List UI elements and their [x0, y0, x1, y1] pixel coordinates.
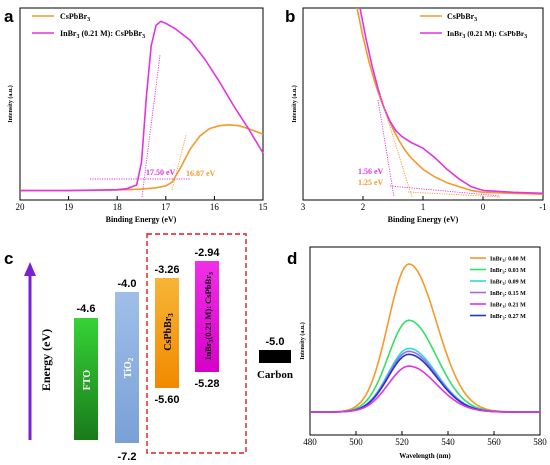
fto-label: FTO [82, 370, 93, 391]
panel-a-legend: CsPbBr3 InBr3 (0.21 M): CsPbBr3 [32, 12, 145, 40]
panel-b-tick-label: 3 [301, 202, 306, 212]
panel-d-legend-label: InBr3: 0.09 M [490, 280, 526, 287]
panel-a-tick-label: 17 [161, 202, 171, 212]
panel-d-series-2-line [310, 319, 540, 413]
panel-d-tick-label: 500 [349, 437, 363, 447]
cspbbr3-bottom-level: -5.60 [154, 394, 179, 406]
panel-d-series-6-line [310, 353, 540, 413]
panel-b-label: b [285, 7, 295, 26]
panel-b-ylabel: Intensity (a.u.) [291, 85, 298, 123]
panel-d-tick-label: 520 [395, 437, 409, 447]
panel-b-baseline-magenta [389, 185, 501, 197]
inbr3-cspbbr3-top-level: -2.94 [194, 247, 220, 259]
tio2-top-level: -4.0 [118, 278, 137, 290]
panel-b-annotation-orange: 1.25 eV [358, 178, 384, 187]
energy-axis-arrowhead [24, 262, 36, 276]
panel-b-tick-label: 0 [481, 202, 486, 212]
panel-a-annotation-orange: 16.87 eV [186, 169, 216, 178]
panel-b-series [356, 7, 544, 195]
panel-d-legend-label: InBr3: 0.27 M [490, 314, 526, 321]
panel-b-xlabel: Binding Energy (eV) [388, 215, 459, 224]
panel-a-series-2-line [20, 20, 264, 192]
panel-d-ylabel: Intensity (a.u.) [299, 322, 306, 360]
panel-b-tick-label: 1 [421, 202, 426, 212]
panel-a-tick-label: 15 [259, 202, 269, 212]
panel-b-legend-label-2: InBr3 (0.21 M): CsPbBr3 [447, 29, 527, 40]
panel-d-series-4-line [310, 350, 540, 413]
panel-b-annotation-magenta: 1.56 eV [358, 167, 384, 176]
panel-a-annotation-magenta: 17.50 eV [146, 168, 176, 177]
panel-d-tick-label: 540 [441, 437, 455, 447]
panel-a-ylabel: Intensity (a.u.) [7, 85, 14, 123]
panel-a-tick-label: 19 [64, 202, 74, 212]
panel-a-series [20, 20, 264, 192]
carbon-block [259, 350, 291, 363]
fto-level: -4.6 [77, 303, 96, 315]
panel-d-legend: InBr3: 0.00 M InBr3: 0.03 M InBr3: 0.09 M I… [470, 257, 526, 321]
tio2-block [115, 292, 139, 443]
cspbbr3-top-level: -3.26 [154, 264, 179, 276]
panel-b-legend: CsPbBr3 InBr3 (0.21 M): CsPbBr3 [420, 12, 527, 40]
inbr3-cspbbr3-block [195, 261, 219, 372]
panel-b-x-ticks: 3 2 1 0 -1 [301, 196, 547, 212]
panel-a-tick-label: 16 [210, 202, 220, 212]
panel-a-legend-label-1: CsPbBr3 [60, 12, 90, 23]
panel-b-series-1-line [356, 7, 544, 195]
fto-block [74, 318, 98, 440]
panel-a-label: a [4, 7, 14, 26]
panel-d-legend-label: InBr3: 0.03 M [490, 268, 526, 275]
panel-d-legend-label: InBr3: 0.21 M [490, 303, 526, 310]
panel-b-baseline-orange [407, 191, 501, 198]
panel-b-tangent-magenta [377, 99, 395, 198]
panel-a-series-1-line [20, 124, 264, 192]
panel-d-legend-label: InBr3: 0.00 M [490, 257, 526, 264]
panel-b: b 3 2 1 0 -1 Binding Energy (eV) Intensity (… [285, 7, 547, 224]
panel-d-series-1-line [310, 263, 540, 413]
panel-b-tangent-orange [379, 94, 413, 198]
tio2-label: TiO2 [123, 357, 135, 378]
panel-d-x-ticks: 480 500 520 540 560 580 [303, 431, 547, 447]
panel-d: d 480 500 520 540 560 580 Wavelength (nm) Int… [287, 246, 547, 460]
panel-c-label: c [4, 249, 13, 268]
panel-a-tick-label: 18 [113, 202, 123, 212]
carbon-label: Carbon [257, 369, 293, 381]
cspbbr3-block [155, 278, 179, 388]
panel-b-tick-label: -1 [539, 202, 547, 212]
panel-d-tick-label: 580 [533, 437, 547, 447]
inbr3-cspbbr3-bottom-level: -5.28 [194, 378, 219, 390]
panel-d-series [310, 263, 540, 413]
panel-a-xlabel: Binding Energy (eV) [106, 215, 177, 224]
cspbbr3-label: CsPbBr3 [163, 313, 175, 351]
panel-d-frame [309, 246, 541, 436]
panel-b-tick-label: 2 [361, 202, 366, 212]
panel-d-series-5-line [310, 365, 540, 413]
panel-d-tick-label: 480 [303, 437, 317, 447]
panel-b-series-2-line [359, 7, 544, 195]
panel-a-legend-label-2: InBr3 (0.21 M): CsPbBr3 [60, 29, 145, 40]
carbon-level: -5.0 [266, 336, 285, 348]
panel-a-tick-label: 20 [16, 202, 26, 212]
panel-c: c Energy (eV) -4.6 FTO [4, 233, 293, 463]
panel-d-label: d [287, 249, 297, 268]
panel-a: a 20 19 18 17 16 15 Binding Energy (eV) Inten… [4, 7, 268, 224]
panel-d-legend-label: InBr3: 0.15 M [490, 291, 526, 298]
tio2-bottom-level: -7.2 [118, 451, 137, 463]
panel-a-x-ticks: 20 19 18 17 16 15 [16, 196, 269, 212]
energy-axis-label: Energy (eV) [39, 329, 53, 391]
panel-d-tick-label: 560 [487, 437, 501, 447]
panel-d-xlabel: Wavelength (nm) [399, 452, 451, 460]
perovskite-dashed-box [146, 233, 247, 454]
panel-a-frame [19, 7, 264, 201]
panel-b-legend-label-1: CsPbBr3 [447, 12, 477, 23]
panel-d-series-3-line [310, 347, 540, 413]
inbr3-cspbbr3-label: InBr3(0.21 M): CsPbBr3 [203, 272, 215, 360]
